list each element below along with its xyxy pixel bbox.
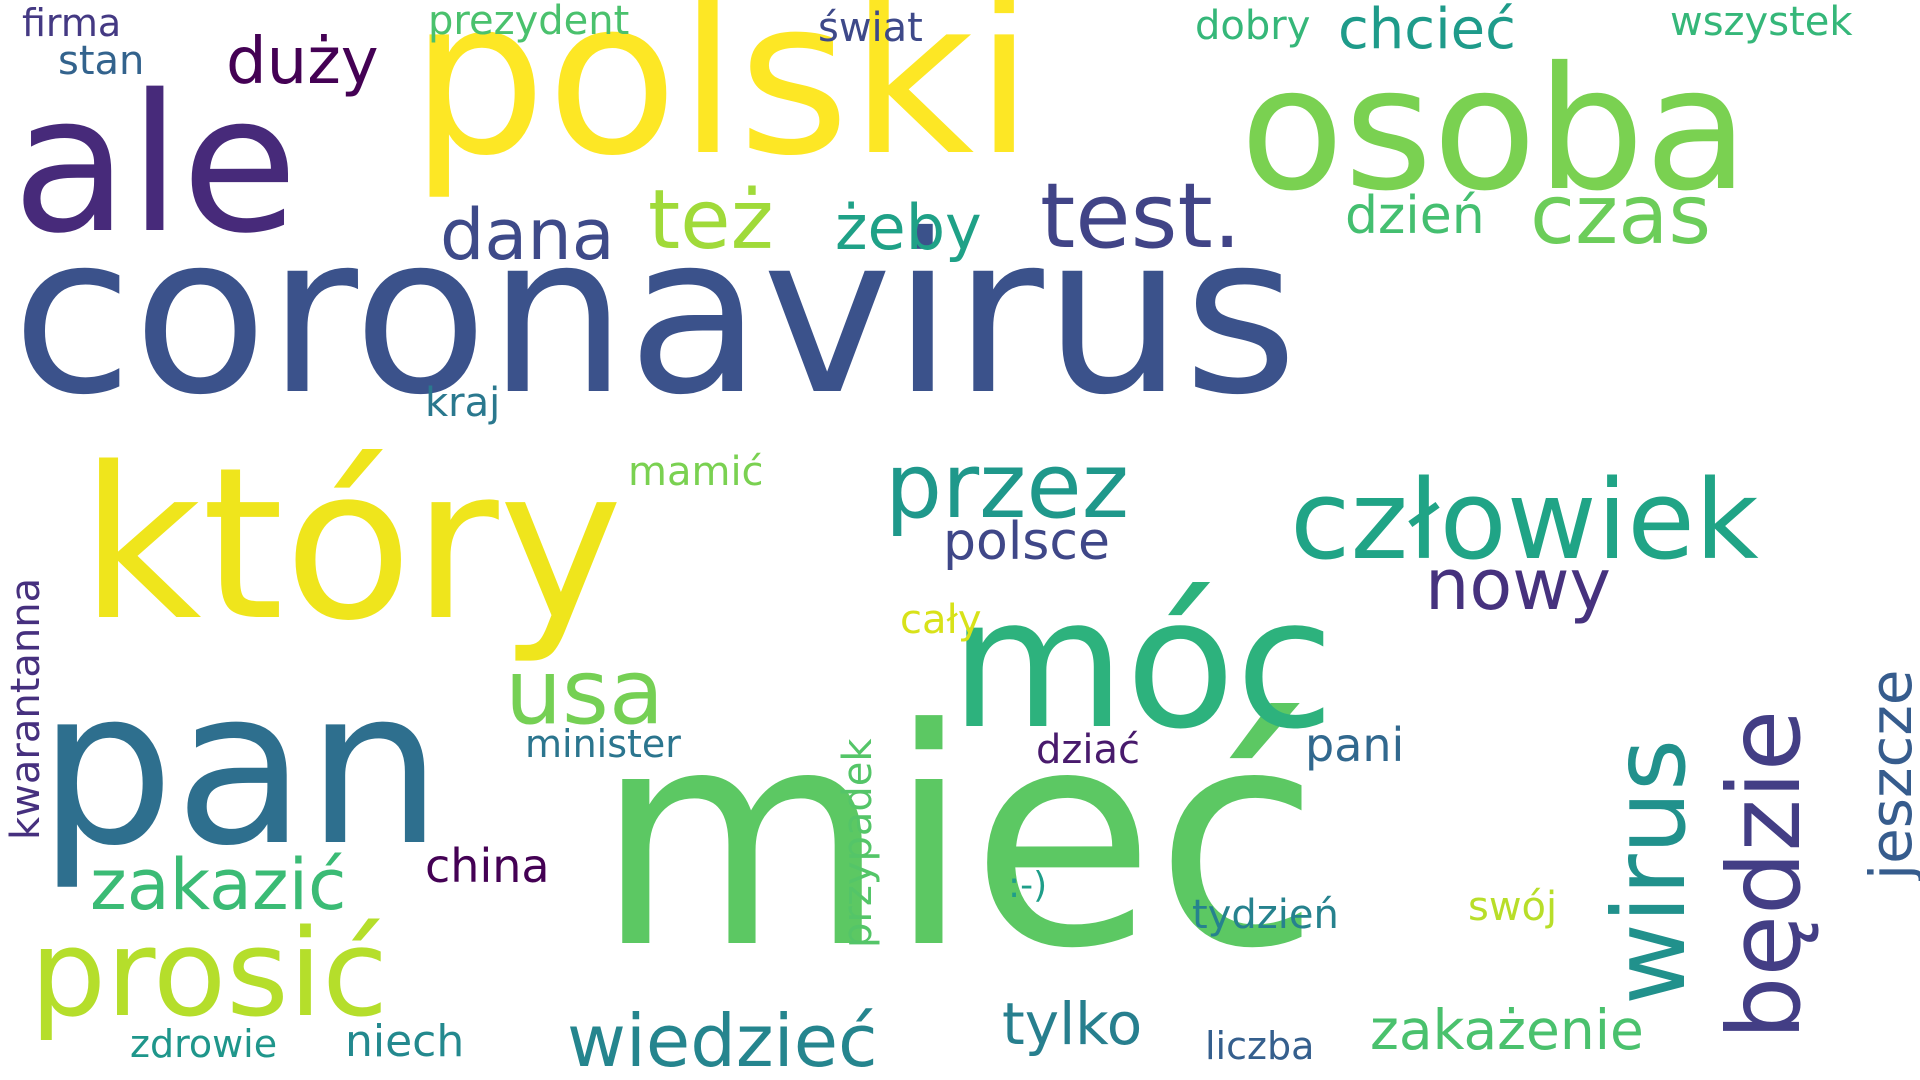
word-takze: też	[648, 173, 774, 268]
word-coronavirus: coronavirus	[12, 187, 1298, 443]
word-nowy: nowy	[1425, 544, 1611, 626]
word-tydzien: tydzień	[1192, 892, 1339, 938]
word-dziac: dziać	[1036, 727, 1141, 773]
word-polsce: polsce	[943, 512, 1110, 572]
word-przez: przez	[885, 434, 1129, 539]
word-przypadek: przypadek	[835, 738, 881, 948]
word-zdrowie: zdrowie	[130, 1022, 278, 1066]
word-minister: minister	[525, 722, 681, 766]
word-swiat: świat	[818, 5, 923, 51]
word-polski: polski	[410, 0, 1035, 203]
word-prosic: prosić	[30, 905, 389, 1044]
word-zeby: żeby	[835, 191, 982, 264]
word-dobry: dobry	[1195, 3, 1311, 49]
word-kraj: kraj	[425, 380, 501, 426]
word-china: china	[425, 839, 550, 893]
word-kwarantanna: kwarantanna	[3, 577, 49, 840]
word-ktory: który	[80, 422, 624, 667]
word-pan: pan	[38, 642, 443, 893]
word-miec: mieć	[595, 665, 1321, 1014]
word-firma: firma	[22, 1, 122, 45]
word-dana: dana	[440, 194, 615, 276]
word-caly: cały	[900, 597, 982, 643]
word-niech: niech	[345, 1016, 465, 1067]
word-wszystek: wszystek	[1670, 0, 1853, 45]
word-mamic: mamić	[628, 449, 764, 495]
word-test: test.	[1040, 164, 1242, 269]
word-jeszcze: jeszcze	[1857, 669, 1920, 880]
word-stan: stan	[58, 38, 145, 84]
word-czas: czas	[1530, 168, 1712, 263]
word-prezydent: prezydent	[428, 0, 630, 44]
word-swoj: swój	[1468, 884, 1558, 930]
word-smiley: :-)	[1008, 865, 1048, 906]
word-tylko: tylko	[1002, 990, 1143, 1058]
word-wirus: wirus	[1591, 738, 1708, 1005]
word-pani: pani	[1305, 718, 1405, 772]
word-dzien: dzień	[1345, 186, 1485, 246]
word-osoba: osoba	[1240, 31, 1749, 229]
word-usa: usa	[505, 640, 665, 745]
word-liczba: liczba	[1205, 1024, 1315, 1068]
word-zakazic: zakazić	[90, 844, 347, 926]
word-ale: ale	[12, 54, 299, 275]
word-duzy: duży	[226, 25, 379, 99]
word-moc: móc	[950, 560, 1335, 769]
word-wiedziec: wiedzieć	[567, 999, 878, 1080]
word-bedzie: będzie	[1706, 709, 1823, 1040]
word-chciec: chcieć	[1338, 0, 1516, 62]
word-czlowiek: człowiek	[1290, 456, 1759, 584]
word-zakazenie: zakażenie	[1370, 998, 1644, 1062]
